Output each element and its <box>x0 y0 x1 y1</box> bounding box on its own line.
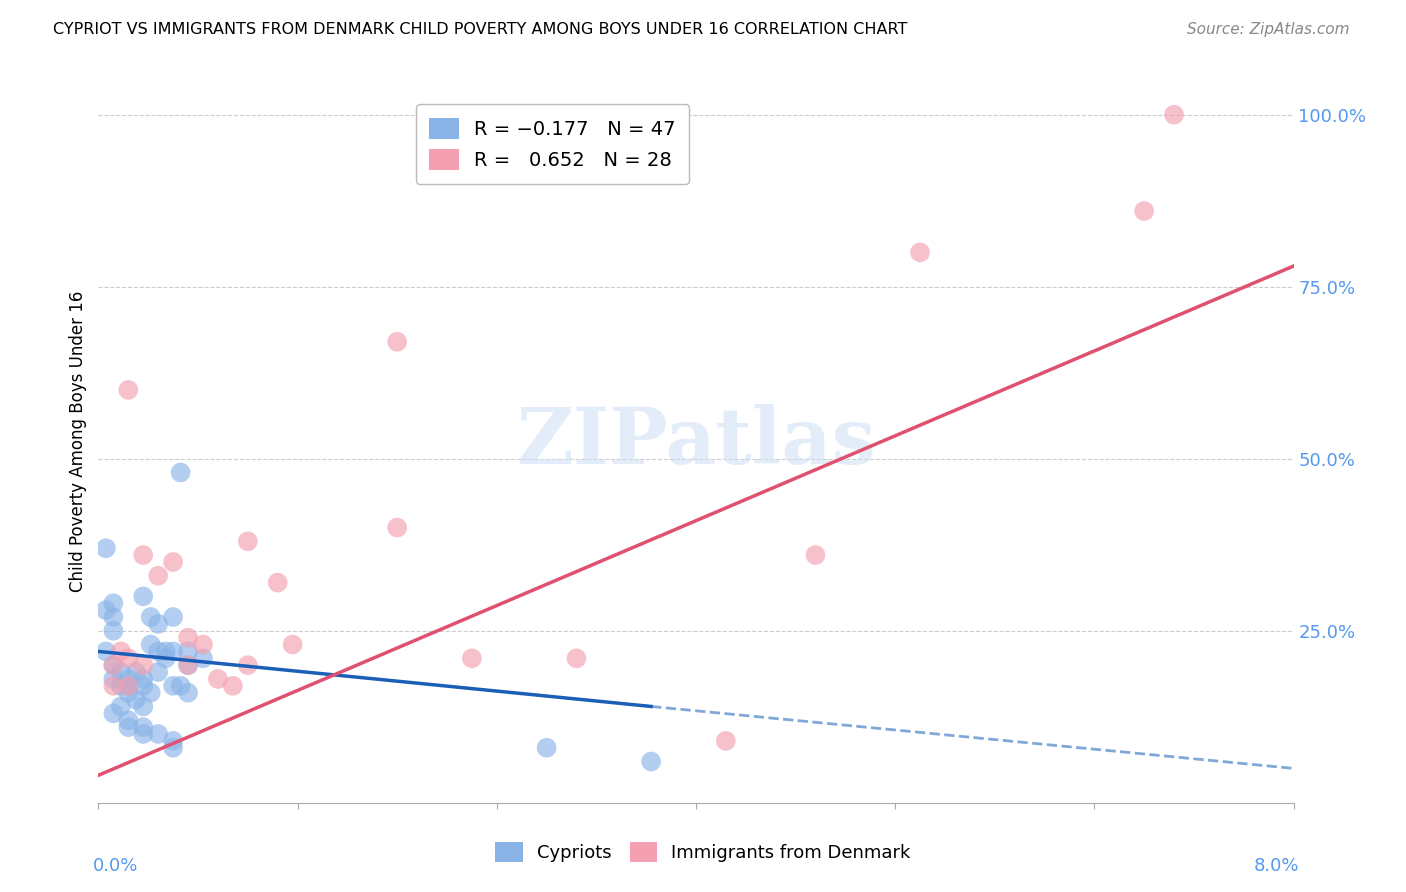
Point <box>162 679 184 693</box>
Legend: Cypriots, Immigrants from Denmark: Cypriots, Immigrants from Denmark <box>488 835 918 870</box>
Point <box>1163 108 1185 122</box>
Point <box>139 610 162 624</box>
Point <box>103 658 125 673</box>
Point <box>191 638 214 652</box>
Point <box>148 568 170 582</box>
Point <box>117 679 139 693</box>
Point <box>110 679 132 693</box>
Point <box>148 727 170 741</box>
Text: Source: ZipAtlas.com: Source: ZipAtlas.com <box>1187 22 1350 37</box>
Point <box>117 383 139 397</box>
Point <box>177 658 200 673</box>
Point <box>132 548 155 562</box>
Point <box>177 658 200 673</box>
Point <box>385 334 409 349</box>
Point <box>281 638 304 652</box>
Point <box>536 740 558 755</box>
Point <box>565 651 588 665</box>
Point <box>162 740 184 755</box>
Point <box>125 665 148 679</box>
Point <box>132 699 155 714</box>
Point <box>117 686 139 700</box>
Point <box>103 672 125 686</box>
Point <box>103 596 125 610</box>
Point <box>132 672 155 686</box>
Point <box>177 631 200 645</box>
Point <box>132 658 155 673</box>
Point <box>177 644 200 658</box>
Point <box>132 720 155 734</box>
Point <box>385 520 409 534</box>
Point <box>117 672 139 686</box>
Point <box>117 651 139 665</box>
Point <box>155 644 177 658</box>
Point <box>103 679 125 693</box>
Legend: R = −0.177   N = 47, R =   0.652   N = 28: R = −0.177 N = 47, R = 0.652 N = 28 <box>416 104 689 184</box>
Point <box>1133 204 1156 219</box>
Point <box>117 713 139 727</box>
Text: ZIPatlas: ZIPatlas <box>516 403 876 480</box>
Point <box>162 555 184 569</box>
Point <box>139 686 162 700</box>
Point <box>103 706 125 721</box>
Point <box>236 534 259 549</box>
Point <box>139 638 162 652</box>
Point <box>148 644 170 658</box>
Point <box>162 644 184 658</box>
Point <box>267 575 290 590</box>
Y-axis label: Child Poverty Among Boys Under 16: Child Poverty Among Boys Under 16 <box>69 291 87 592</box>
Point <box>148 616 170 631</box>
Point <box>207 672 229 686</box>
Point <box>132 590 155 604</box>
Text: 8.0%: 8.0% <box>1254 857 1299 875</box>
Point <box>908 245 931 260</box>
Point <box>804 548 827 562</box>
Point <box>103 658 125 673</box>
Point <box>94 603 117 617</box>
Point <box>162 610 184 624</box>
Point <box>155 651 177 665</box>
Point <box>148 665 170 679</box>
Point <box>94 644 117 658</box>
Point <box>461 651 484 665</box>
Point <box>125 692 148 706</box>
Point <box>132 727 155 741</box>
Point <box>191 651 214 665</box>
Point <box>169 466 191 480</box>
Point <box>110 699 132 714</box>
Point <box>110 665 132 679</box>
Point <box>162 734 184 748</box>
Point <box>236 658 259 673</box>
Point <box>103 610 125 624</box>
Point <box>177 686 200 700</box>
Point <box>222 679 245 693</box>
Point <box>103 624 125 638</box>
Point <box>640 755 662 769</box>
Point <box>132 679 155 693</box>
Point <box>117 679 139 693</box>
Point <box>94 541 117 556</box>
Point <box>714 734 737 748</box>
Point <box>117 720 139 734</box>
Point <box>169 679 191 693</box>
Text: 0.0%: 0.0% <box>93 857 138 875</box>
Text: CYPRIOT VS IMMIGRANTS FROM DENMARK CHILD POVERTY AMONG BOYS UNDER 16 CORRELATION: CYPRIOT VS IMMIGRANTS FROM DENMARK CHILD… <box>53 22 908 37</box>
Point <box>110 644 132 658</box>
